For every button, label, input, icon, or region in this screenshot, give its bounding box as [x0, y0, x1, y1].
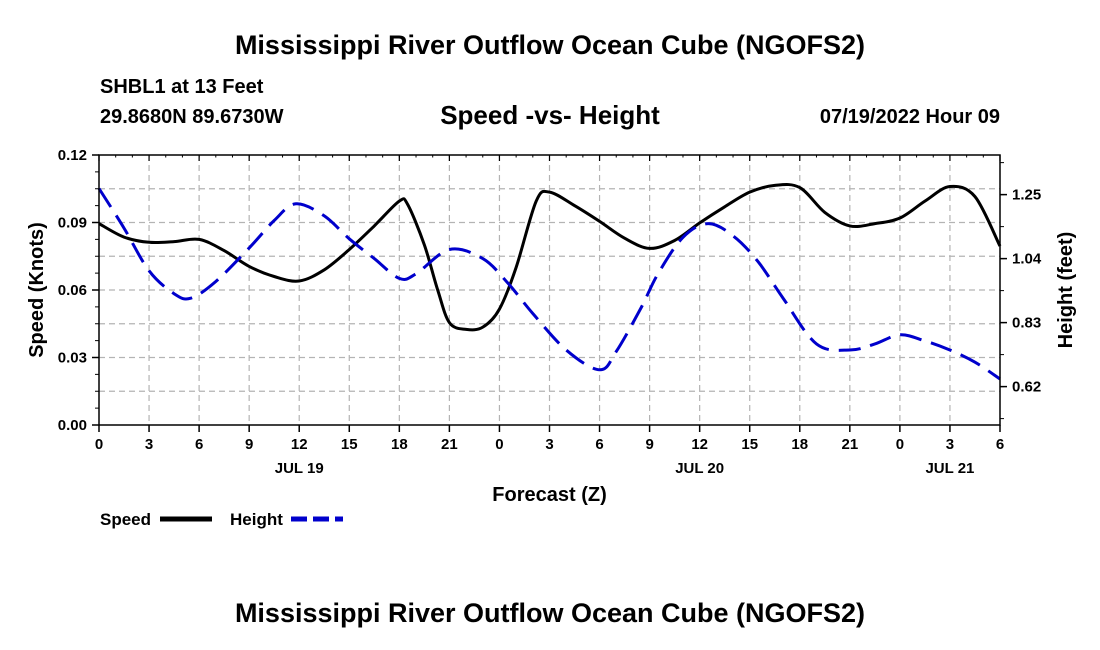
x-tick-label: 12 — [291, 436, 308, 453]
grid-layer — [99, 155, 1000, 425]
x-tick-label: 15 — [341, 436, 358, 453]
legend: Speed Height — [100, 510, 343, 529]
y-tick-label: 0.00 — [58, 417, 87, 434]
x-tick-label: 6 — [595, 436, 603, 453]
x-axis-title: Forecast (Z) — [492, 484, 606, 506]
chart-subtitle: Speed -vs- Height — [440, 100, 660, 130]
y2-tick-label: 1.04 — [1012, 251, 1042, 268]
y-tick-label: 0.06 — [58, 282, 87, 299]
x-tick-label: 6 — [996, 436, 1004, 453]
x-tick-label: 0 — [495, 436, 503, 453]
x-tick-label: 6 — [195, 436, 203, 453]
x-tick-label: 15 — [741, 436, 758, 453]
series-layer — [97, 183, 1002, 381]
y2-axis-title: Height (feet) — [1055, 232, 1077, 349]
footer-title: Mississippi River Outflow Ocean Cube (NG… — [234, 598, 866, 628]
x-tick-label: 9 — [245, 436, 253, 453]
day-label: JUL 21 — [925, 460, 974, 477]
legend-speed-label: Speed — [100, 510, 151, 529]
x-tick-label: 3 — [545, 436, 553, 453]
day-label: JUL 19 — [275, 460, 324, 477]
x-tick-label: 21 — [841, 436, 858, 453]
day-label: JUL 20 — [675, 460, 724, 477]
y-tick-label: 0.03 — [58, 350, 87, 367]
y-tick-label: 0.09 — [58, 215, 87, 232]
x-tick-label: 12 — [691, 436, 708, 453]
x-tick-label: 3 — [946, 436, 954, 453]
x-tick-label: 18 — [791, 436, 808, 453]
main-title: Mississippi River Outflow Ocean Cube (NG… — [234, 30, 866, 60]
x-tick-label: 21 — [441, 436, 458, 453]
station-coordinates: 29.8680N 89.6730W — [100, 106, 284, 128]
station-label: SHBL1 at 13 Feet — [100, 76, 264, 98]
forecast-datetime: 07/19/2022 Hour 09 — [819, 106, 1000, 128]
x-tick-label: 0 — [95, 436, 103, 453]
legend-height-label: Height — [230, 510, 283, 529]
x-tick-label: 9 — [645, 436, 653, 453]
y2-tick-label: 0.62 — [1012, 379, 1041, 396]
y2-tick-label: 1.25 — [1012, 187, 1041, 204]
x-tick-label: 18 — [391, 436, 408, 453]
speed-height-chart: 0 3 6 9 12 15 18 21 0 3 6 9 12 15 18 21 0 3 6 JUL 19 JUL 20 J… — [26, 147, 1077, 529]
y-tick-label: 0.12 — [58, 147, 87, 164]
y-axis-title: Speed (Knots) — [26, 222, 48, 358]
series-line-speed — [98, 183, 1002, 332]
x-tick-label: 3 — [145, 436, 153, 453]
axis-layer: 0 3 6 9 12 15 18 21 0 3 6 9 12 15 18 21 0 3 6 JUL 19 JUL 20 J… — [58, 147, 1042, 477]
x-tick-label: 0 — [896, 436, 904, 453]
y2-tick-label: 0.83 — [1012, 315, 1041, 332]
series-line-height — [97, 187, 1001, 381]
